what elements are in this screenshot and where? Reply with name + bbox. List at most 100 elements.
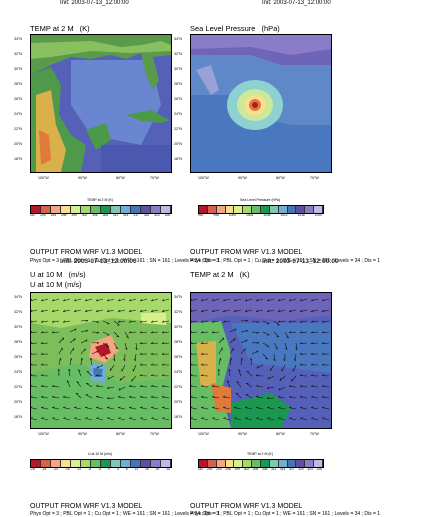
colorbar-swatch: [161, 460, 171, 467]
lat-tick: 26°N: [14, 97, 22, 101]
colorbar-tick-label: 296: [61, 213, 66, 217]
panel-4-title: TEMP at 2 M (K): [190, 270, 250, 279]
lat-tick: 32°N: [174, 52, 182, 56]
panel-2-map-svg: [191, 35, 331, 172]
colorbar-swatch: [305, 206, 314, 213]
footer-model-title-right: OUTPUT FROM WRF V1.3 MODEL: [190, 503, 302, 510]
colorbar-swatch: [151, 460, 161, 467]
panel-3-map[interactable]: [30, 292, 172, 429]
footer-model-title-left: OUTPUT FROM WRF V1.3 MODEL: [30, 503, 142, 510]
colorbar-tick-label: 1000: [229, 213, 236, 217]
panel-4-colorbar-title: TEMP at 2 M (K): [220, 452, 300, 456]
lon-tick: 90°W: [78, 432, 87, 436]
colorbar-tick-label: 323: [307, 467, 312, 471]
init-label-2: Init: 2003-07-13_12:00:00: [262, 0, 331, 6]
colorbar-swatch: [61, 206, 71, 213]
colorbar-swatch: [243, 460, 252, 467]
panel-3-title: U at 10 M(m/s): [30, 270, 86, 279]
colorbar-swatch: [51, 460, 61, 467]
colorbar-swatch: [161, 206, 171, 213]
colorbar-tick-label: 305: [253, 467, 258, 471]
colorbar-swatch: [111, 206, 121, 213]
colorbar-tick-label: 317: [134, 213, 139, 217]
colorbar-tick-label: 299: [72, 213, 77, 217]
lat-tick: 28°N: [14, 82, 22, 86]
colorbar-swatch: [91, 206, 101, 213]
colorbar-swatch: [31, 206, 41, 213]
colorbar-swatch: [208, 460, 217, 467]
colorbar-tick-label: 302: [82, 213, 87, 217]
panel-3-colorbar-title: U at 10 M (m/s): [60, 452, 140, 456]
colorbar-tick-label: -28: [30, 467, 35, 471]
colorbar-tick-label: 317: [289, 467, 294, 471]
colorbar-tick-label: 16: [145, 467, 149, 471]
colorbar-swatch: [41, 206, 51, 213]
lon-tick: 70°W: [310, 176, 319, 180]
colorbar-swatch: [270, 460, 279, 467]
colorbar-tick-label: 12: [135, 467, 139, 471]
lat-tick: 20°N: [14, 400, 22, 404]
panel-1-map[interactable]: [30, 34, 172, 173]
lon-tick: 70°W: [310, 432, 319, 436]
lat-tick: 24°N: [174, 112, 182, 116]
panel-2-title-text: Sea Level Pressure: [190, 24, 255, 33]
colorbar-tick-label: -24: [42, 467, 47, 471]
colorbar-swatch: [217, 460, 226, 467]
colorbar-tick-label: 287: [30, 213, 35, 217]
colorbar-tick-label: 314: [123, 213, 128, 217]
lon-tick: 100°W: [198, 176, 209, 180]
colorbar-swatch: [131, 206, 141, 213]
lon-tick: 70°W: [150, 176, 159, 180]
panel-2-map[interactable]: [190, 34, 332, 173]
lon-tick: 100°W: [38, 176, 49, 180]
colorbar-swatch: [131, 460, 141, 467]
lat-tick: 26°N: [174, 97, 182, 101]
lat-tick: 32°N: [174, 310, 182, 314]
init-label-1: Init: 2003-07-13_12:00:00: [60, 0, 129, 6]
colorbar-tick-label: 1016: [298, 213, 305, 217]
colorbar-tick-label: 311: [271, 467, 276, 471]
colorbar-swatch: [81, 460, 91, 467]
caribbean: [101, 145, 171, 172]
colorbar-tick-label: -12: [77, 467, 82, 471]
colorbar-swatch: [71, 460, 81, 467]
colorbar-tick-label: 1008: [263, 213, 270, 217]
lat-tick: 34°N: [14, 295, 22, 299]
colorbar-swatch: [111, 460, 121, 467]
panel-4-map[interactable]: [190, 292, 332, 429]
colorbar-swatch: [252, 206, 261, 213]
lat-tick: 20°N: [14, 142, 22, 146]
colorbar-tick-label: 1020: [315, 213, 322, 217]
panel-4-init: Init: 2003-07-13_12:00:00: [262, 258, 339, 265]
footer-phys-right: Phys Opt = 3 ; PBL Opt = 1 ; Cu Opt = 1 …: [190, 511, 380, 517]
colorbar-swatch: [279, 206, 288, 213]
colorbar-tick-label: 320: [298, 467, 303, 471]
colorbar-tick-label: 311: [113, 213, 118, 217]
colorbar-tick-label: 299: [235, 467, 240, 471]
colorbar-tick-label: 326: [165, 213, 170, 217]
lat-tick: 22°N: [174, 385, 182, 389]
lat-tick: 28°N: [14, 340, 22, 344]
panel-3-units: (m/s): [69, 270, 86, 279]
colorbar-tick-label: 1004: [246, 213, 253, 217]
panel-4-units: (K): [240, 270, 250, 279]
colorbar-swatch: [234, 206, 243, 213]
colorbar-swatch: [252, 460, 261, 467]
colorbar-swatch: [121, 460, 131, 467]
colorbar-swatch: [199, 460, 208, 467]
colorbar-swatch: [261, 460, 270, 467]
panel-4-title-text: TEMP at 2 M: [190, 270, 234, 279]
lat-tick: 30°N: [174, 325, 182, 329]
colorbar-swatch: [288, 460, 297, 467]
colorbar-tick-label: 0: [108, 467, 110, 471]
colorbar-swatch: [151, 206, 161, 213]
colorbar-swatch: [234, 460, 243, 467]
lat-tick: 18°N: [14, 415, 22, 419]
colorbar-tick-label: 314: [280, 467, 285, 471]
lat-tick: 32°N: [14, 52, 22, 56]
colorbar-tick-label: 305: [92, 213, 97, 217]
colorbar-swatch: [31, 460, 41, 467]
